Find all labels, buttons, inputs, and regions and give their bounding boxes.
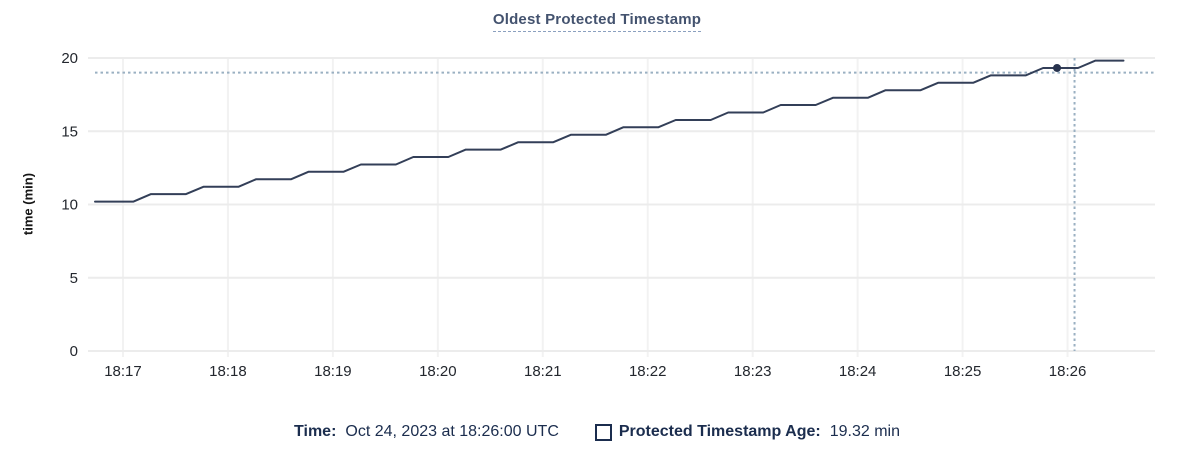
x-tick-label: 18:18 [209,363,247,380]
x-tick-label: 18:23 [734,363,772,380]
legend-series-label: Protected Timestamp Age: [618,423,821,440]
y-tick-label: 10 [61,197,78,214]
legend-series-value: 19.32 min [829,423,900,440]
legend-time-value: Oct 24, 2023 at 18:26:00 UTC [345,423,559,440]
x-tick-label: 18:21 [524,363,562,380]
legend-series-toggle[interactable]: Protected Timestamp Age: 19.32 min [594,421,900,443]
chart-canvas[interactable]: 18:17 18:18 18:19 18:20 18:21 18:22 18:23 18:24… [0,0,1194,404]
chart-legend: Time: Oct 24, 2023 at 18:26:00 UTC Prote… [0,421,1194,443]
x-tick-label: 18:20 [419,363,457,380]
chart-title-row: Oldest Protected Timestamp [0,11,1194,32]
hover-point-dot [1053,63,1062,72]
x-tick-label: 18:17 [104,363,142,380]
x-tick-label: 18:19 [314,363,352,380]
chart-title[interactable]: Oldest Protected Timestamp [492,11,702,32]
x-tick-label: 18:26 [1049,363,1087,380]
x-tick-label: 18:25 [944,363,982,380]
y-tick-label: 0 [70,343,78,360]
legend-checkbox-icon[interactable] [594,423,612,441]
series-line-protected-timestamp-age [94,59,1125,203]
legend-time-label: Time: [294,423,337,440]
x-tick-label: 18:24 [839,363,877,380]
x-tick-label: 18:22 [629,363,667,380]
y-tick-label: 20 [61,50,78,67]
y-tick-label: 5 [70,270,78,287]
y-tick-label: 15 [61,123,78,140]
